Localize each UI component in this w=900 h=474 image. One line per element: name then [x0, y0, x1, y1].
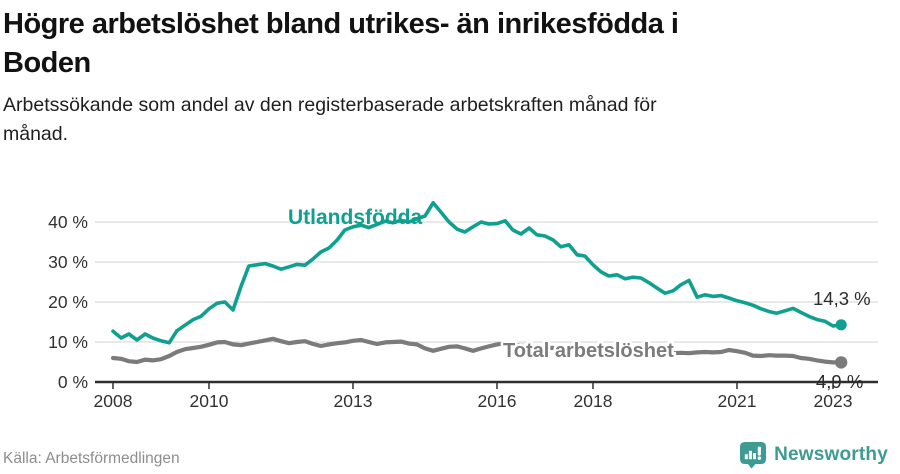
y-tick-label: 0 % [58, 372, 88, 392]
unemployment-line-chart: 0 % 10 % 20 % 30 % 40 % 2008 2010 2013 2016 2018 2… [48, 200, 878, 411]
x-tick-label: 2021 [718, 391, 757, 411]
x-tick-label: 2013 [334, 391, 373, 411]
x-tick-label: 2018 [574, 391, 613, 411]
series-end-dot-total [834, 356, 848, 369]
end-value-label-utlandsfodda: 14,3 % [813, 288, 871, 309]
y-tick-label: 30 % [48, 252, 88, 272]
subtitle-line-1: Arbetssökande som andel av den registerb… [3, 94, 657, 116]
source-note: Källa: Arbetsförmedlingen [3, 450, 180, 467]
series-line-utlandsfodda [111, 200, 843, 345]
subtitle-line-2: månad. [3, 123, 69, 145]
y-tick-label: 20 % [48, 292, 88, 312]
series-label-utlandsfodda: Utlandsfödda [288, 206, 422, 229]
x-tick-label: 2016 [478, 391, 517, 411]
y-tick-label: 10 % [48, 332, 88, 352]
y-tick-label: 40 % [48, 212, 88, 232]
newsworthy-bars-icon [740, 442, 767, 469]
page-subtitle: Arbetssökande som andel av den registerb… [3, 91, 657, 149]
x-tick-label: 2010 [190, 391, 229, 411]
newsworthy-wordmark: Newsworthy [774, 444, 888, 465]
x-tick-label: 2008 [94, 391, 133, 411]
x-tick-label: 2023 [814, 391, 853, 411]
series-end-dot-utlandsfodda [835, 319, 847, 331]
newsworthy-logo: Newsworthy [739, 441, 888, 469]
title-line-2: Boden [3, 47, 91, 79]
series-line-total [110, 336, 844, 365]
series-label-total: Total arbetslöshet [503, 340, 674, 362]
page-title: Högre arbetslöshet bland utrikes- än inr… [3, 5, 679, 83]
title-line-1: Högre arbetslöshet bland utrikes- än inr… [3, 8, 679, 40]
end-value-label-total: 4,9 % [816, 371, 863, 392]
